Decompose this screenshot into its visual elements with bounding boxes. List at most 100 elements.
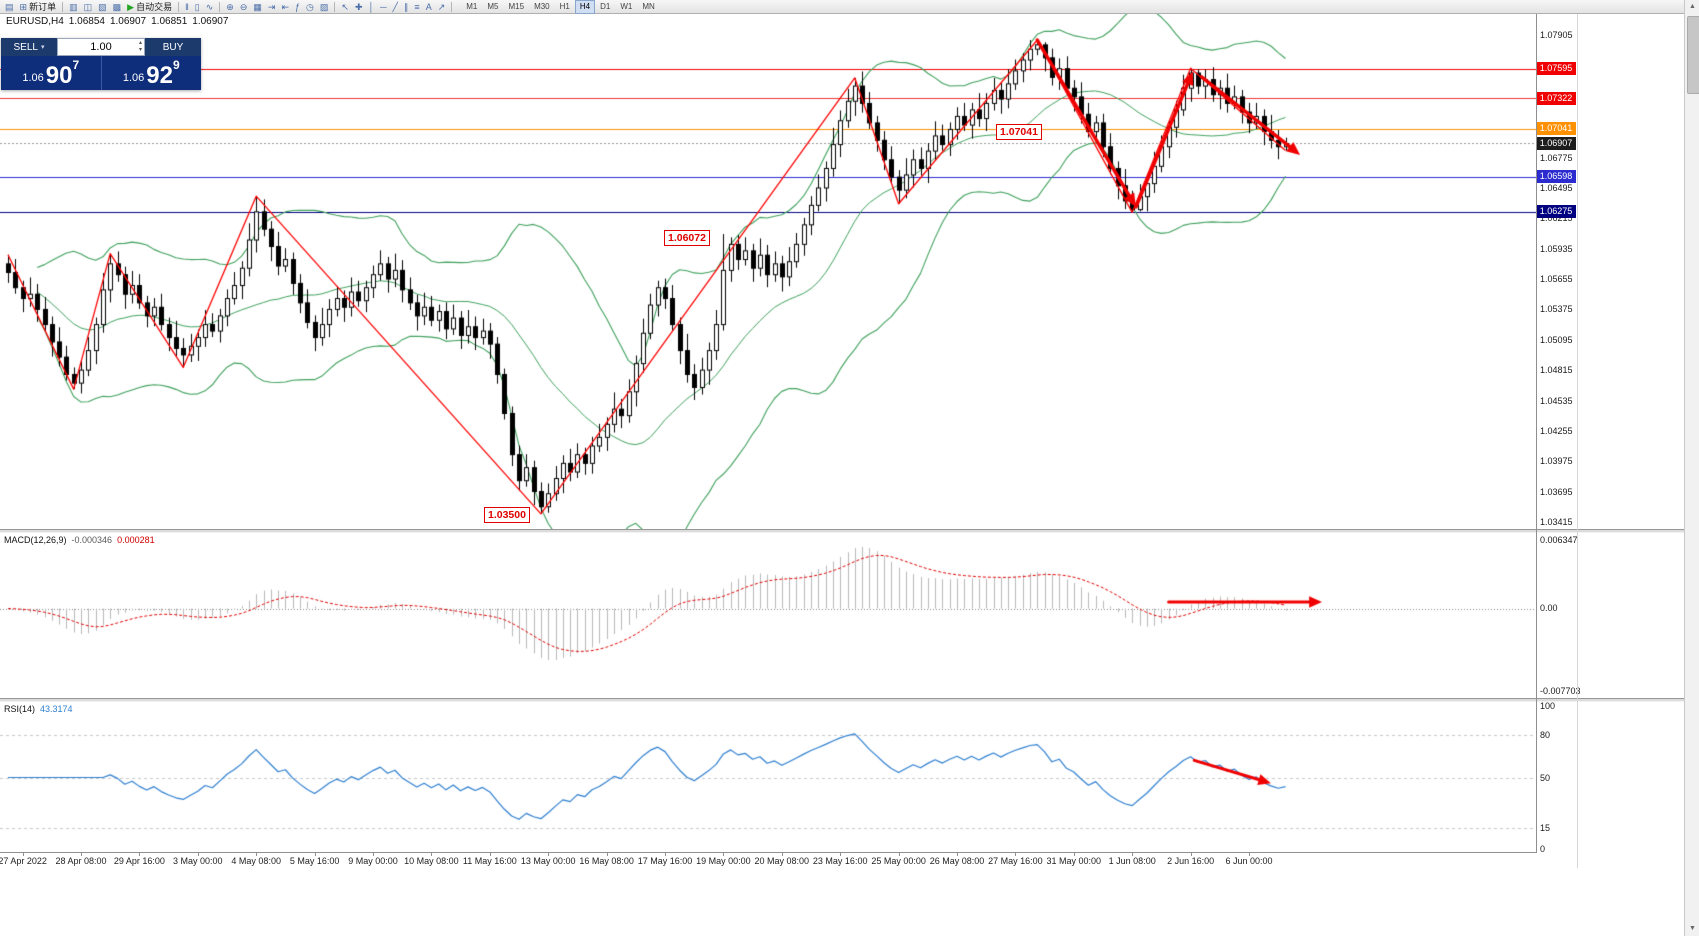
- rsi-value: 43.3174: [40, 704, 73, 714]
- tile-windows-icon[interactable]: ▦: [250, 0, 265, 13]
- auto-scroll-icon[interactable]: ⇥: [265, 0, 279, 13]
- timeframe-m5[interactable]: M5: [487, 1, 499, 11]
- time-tick: [314, 853, 316, 856]
- sell-button-label: SELL: [13, 41, 38, 53]
- time-tick: [957, 853, 958, 856]
- ask-big-digits: 92: [146, 62, 173, 89]
- crosshair-icon[interactable]: ✚: [352, 0, 366, 13]
- cursor-icon[interactable]: ↖: [338, 0, 352, 13]
- text-icon[interactable]: A: [423, 0, 435, 13]
- text-icon-glyph: A: [425, 1, 432, 12]
- zoom-in-icon[interactable]: ⊕: [223, 0, 237, 13]
- chart-ohlc-header: EURUSD,H4 1.06854 1.06907 1.06851 1.06907: [6, 16, 233, 27]
- navigator-icon[interactable]: ▧: [95, 0, 110, 13]
- macd-panel-splitter[interactable]: [0, 529, 1684, 533]
- bid-prefix: 1.06: [22, 72, 44, 84]
- chart-window-icon[interactable]: ▤: [2, 0, 17, 13]
- time-tick: [665, 853, 666, 856]
- timeframe-h4[interactable]: H4: [574, 0, 596, 14]
- candlestick-chart-icon[interactable]: ▯: [192, 0, 203, 13]
- templates-icon[interactable]: ▨: [317, 0, 332, 13]
- main-chart-canvas[interactable]: [0, 14, 1536, 529]
- time-tick: [548, 853, 550, 856]
- volume-down-icon[interactable]: ▾: [138, 47, 142, 53]
- scroll-up-icon[interactable]: ▲: [1689, 3, 1696, 10]
- timeframe-m15[interactable]: M15: [508, 1, 525, 11]
- chart-shift-icon[interactable]: ⇤: [278, 0, 292, 13]
- rsi-label: RSI(14) 43.3174: [4, 704, 73, 714]
- time-tick: [197, 853, 199, 856]
- buy-button[interactable]: BUY: [145, 38, 201, 56]
- volume-up-icon[interactable]: ▴: [138, 40, 142, 46]
- timeframe-h1[interactable]: H1: [559, 1, 570, 11]
- time-tick: [256, 853, 258, 856]
- terminal-icon[interactable]: ▩: [110, 0, 125, 13]
- periods-icon[interactable]: ◷: [303, 0, 317, 13]
- rsi-panel-canvas[interactable]: [0, 702, 1536, 852]
- price-axis[interactable]: 0.006347 0.00 -0.007703 1.07905 1.06775 1.…: [1536, 0, 1581, 936]
- navigator-icon-glyph: ▧: [98, 1, 107, 12]
- time-axis-label: 9 May 00:00: [348, 856, 398, 866]
- time-tick: [1190, 853, 1192, 856]
- fibonacci-icon-glyph: ≡: [414, 1, 420, 12]
- sell-dropdown-icon[interactable]: ▾: [40, 44, 45, 51]
- vertical-line-icon[interactable]: │: [365, 0, 377, 13]
- volume-value: 1.00: [90, 41, 112, 53]
- price-scale-label: 1.05935: [1540, 243, 1573, 254]
- time-axis-label: 6 Jun 00:00: [1225, 856, 1273, 866]
- time-tick: [1073, 853, 1075, 856]
- macd-panel-canvas[interactable]: [0, 533, 1536, 698]
- time-tick: [489, 853, 491, 856]
- time-tick: [22, 853, 24, 856]
- horizontal-line-icon[interactable]: ─: [377, 0, 389, 13]
- price-scale-label: 1.06215: [1540, 213, 1573, 224]
- time-axis-label: 1 Jun 08:00: [1108, 856, 1156, 866]
- bar-chart-icon[interactable]: ‖: [182, 0, 192, 13]
- volume-spinner[interactable]: ▴ ▾: [139, 40, 142, 54]
- bid-pip-digit: 7: [72, 58, 80, 72]
- candlestick-chart-icon-glyph: ▯: [194, 1, 200, 12]
- vertical-scrollbar[interactable]: ▲ ▼: [1684, 0, 1699, 936]
- arrows-icon[interactable]: ↗: [435, 0, 449, 13]
- volume-input[interactable]: 1.00 ▴ ▾: [57, 38, 145, 56]
- price-note[interactable]: 1.06072: [664, 230, 710, 246]
- scroll-down-icon[interactable]: ▼: [1689, 925, 1696, 932]
- time-tick: [840, 853, 842, 856]
- time-axis[interactable]: 27 Apr 2022 28 Apr 08:00 29 Apr 16:00 3 May…: [0, 852, 1537, 870]
- new-order-button[interactable]: ⊞ 新订单: [17, 0, 60, 13]
- axis-border: [1536, 14, 1537, 868]
- templates-icon-glyph: ▨: [319, 1, 329, 12]
- ohlc-open: 1.06854: [68, 16, 105, 27]
- time-axis-label: 13 May 00:00: [520, 856, 576, 866]
- scrollbar-thumb[interactable]: [1687, 16, 1699, 94]
- market-watch-icon[interactable]: ▥: [66, 0, 81, 13]
- auto-trading-button[interactable]: ▶ 自动交易: [124, 0, 175, 13]
- time-axis-label: 19 May 00:00: [696, 856, 751, 866]
- ask-pip-digit: 9: [172, 58, 180, 72]
- price-scale-label: 1.04815: [1540, 365, 1573, 376]
- toolbar-separator: [451, 1, 453, 12]
- macd-scale-zero: 0.00: [1540, 603, 1558, 613]
- timeframe-m1[interactable]: M1: [466, 1, 478, 11]
- time-axis-label: 16 May 08:00: [579, 856, 634, 866]
- horizontal-line-icon-glyph: ─: [380, 1, 387, 12]
- trendline-icon[interactable]: ╱: [390, 0, 401, 13]
- sell-button[interactable]: SELL ▾: [1, 38, 57, 56]
- time-tick: [139, 853, 141, 856]
- zoom-out-icon[interactable]: ⊖: [237, 0, 251, 13]
- equidistant-channel-icon[interactable]: ∥: [401, 0, 412, 13]
- data-window-icon[interactable]: ◫: [81, 0, 96, 13]
- bid-price[interactable]: 1.06 90 7: [1, 56, 102, 90]
- price-note[interactable]: 1.03500: [484, 507, 530, 523]
- rsi-panel-splitter[interactable]: [0, 698, 1684, 702]
- timeframe-w1[interactable]: W1: [620, 1, 633, 11]
- timeframe-m30[interactable]: M30: [534, 1, 550, 11]
- ask-price[interactable]: 1.06 92 9: [102, 56, 202, 90]
- line-chart-icon[interactable]: ∿: [203, 0, 217, 13]
- fibonacci-icon[interactable]: ≡: [411, 0, 422, 13]
- price-note[interactable]: 1.07041: [996, 124, 1042, 140]
- indicators-icon[interactable]: ƒ: [292, 0, 303, 13]
- toolbar-items: ▤ ⊞ 新订单 ▥ ◫ ▧ ▩ ▶ 自动交易 ‖ ▯ ∿ ⊕ ⊖ ▦ ⇥ ⇤ ƒ ◷ ▨ ↖ ✚ │ ─ ╱ ∥ ≡ A ↗: [2, 0, 455, 13]
- timeframe-mn[interactable]: MN: [642, 1, 655, 11]
- timeframe-d1[interactable]: D1: [600, 1, 611, 11]
